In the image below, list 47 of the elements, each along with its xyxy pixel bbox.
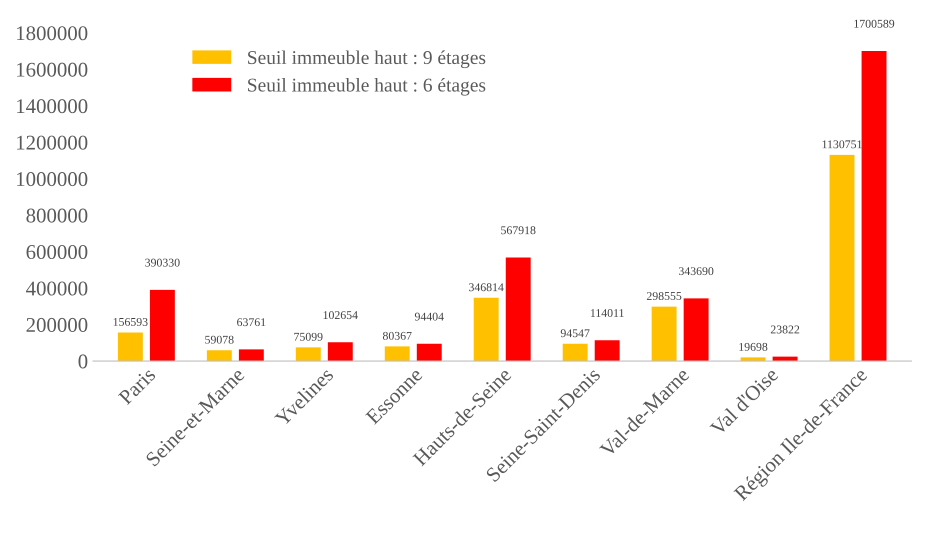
bar — [594, 340, 620, 362]
data-label: 114011 — [590, 309, 624, 317]
legend-label: Seuil immeuble haut : 6 étages — [248, 78, 486, 96]
bar — [772, 356, 798, 362]
data-label: 75099 — [294, 332, 323, 341]
y-tick-label: 1200000 — [17, 136, 88, 150]
bar — [830, 154, 854, 362]
data-label: 156593 — [114, 318, 148, 326]
data-label: 567918 — [501, 226, 536, 234]
bar — [328, 342, 353, 362]
bar — [474, 298, 499, 362]
legend-label: Seuil immeuble haut : 9 étages — [248, 50, 486, 68]
y-tick-label: 600000 — [26, 244, 88, 260]
y-tick-label: 200000 — [26, 318, 88, 332]
y-tick-label: 800000 — [26, 208, 88, 223]
y-tick-label: 1400000 — [17, 99, 88, 114]
data-label: 23822 — [770, 325, 800, 334]
data-label: 94404 — [414, 312, 444, 321]
data-label: 80367 — [382, 332, 412, 340]
data-label: 63761 — [237, 318, 266, 326]
y-tick-label: 0 — [78, 354, 88, 368]
data-label: 1130751 — [822, 140, 862, 148]
bar — [562, 344, 588, 362]
bar — [150, 290, 175, 362]
bar — [652, 306, 677, 362]
y-tick-label: 1800000 — [17, 26, 88, 40]
bar — [384, 346, 410, 362]
bar — [862, 50, 886, 362]
data-label: 102654 — [324, 311, 358, 320]
bar — [296, 347, 321, 362]
data-label: 343690 — [678, 267, 714, 276]
data-label: 346814 — [469, 283, 504, 292]
bar — [506, 257, 531, 362]
y-tick-label: 400000 — [26, 281, 88, 296]
data-label: 19698 — [739, 342, 768, 351]
bar — [238, 349, 264, 362]
y-tick-label: 1000000 — [17, 172, 88, 186]
data-label: 298555 — [646, 292, 682, 300]
bar — [416, 344, 442, 362]
bar — [684, 298, 709, 362]
data-label: 390330 — [145, 258, 180, 267]
bar — [206, 350, 232, 362]
bar — [118, 332, 143, 362]
data-label: 1700589 — [854, 20, 894, 28]
data-label: 94547 — [560, 329, 590, 338]
y-tick-label: 1600000 — [17, 62, 88, 77]
data-label: 59078 — [205, 336, 234, 344]
